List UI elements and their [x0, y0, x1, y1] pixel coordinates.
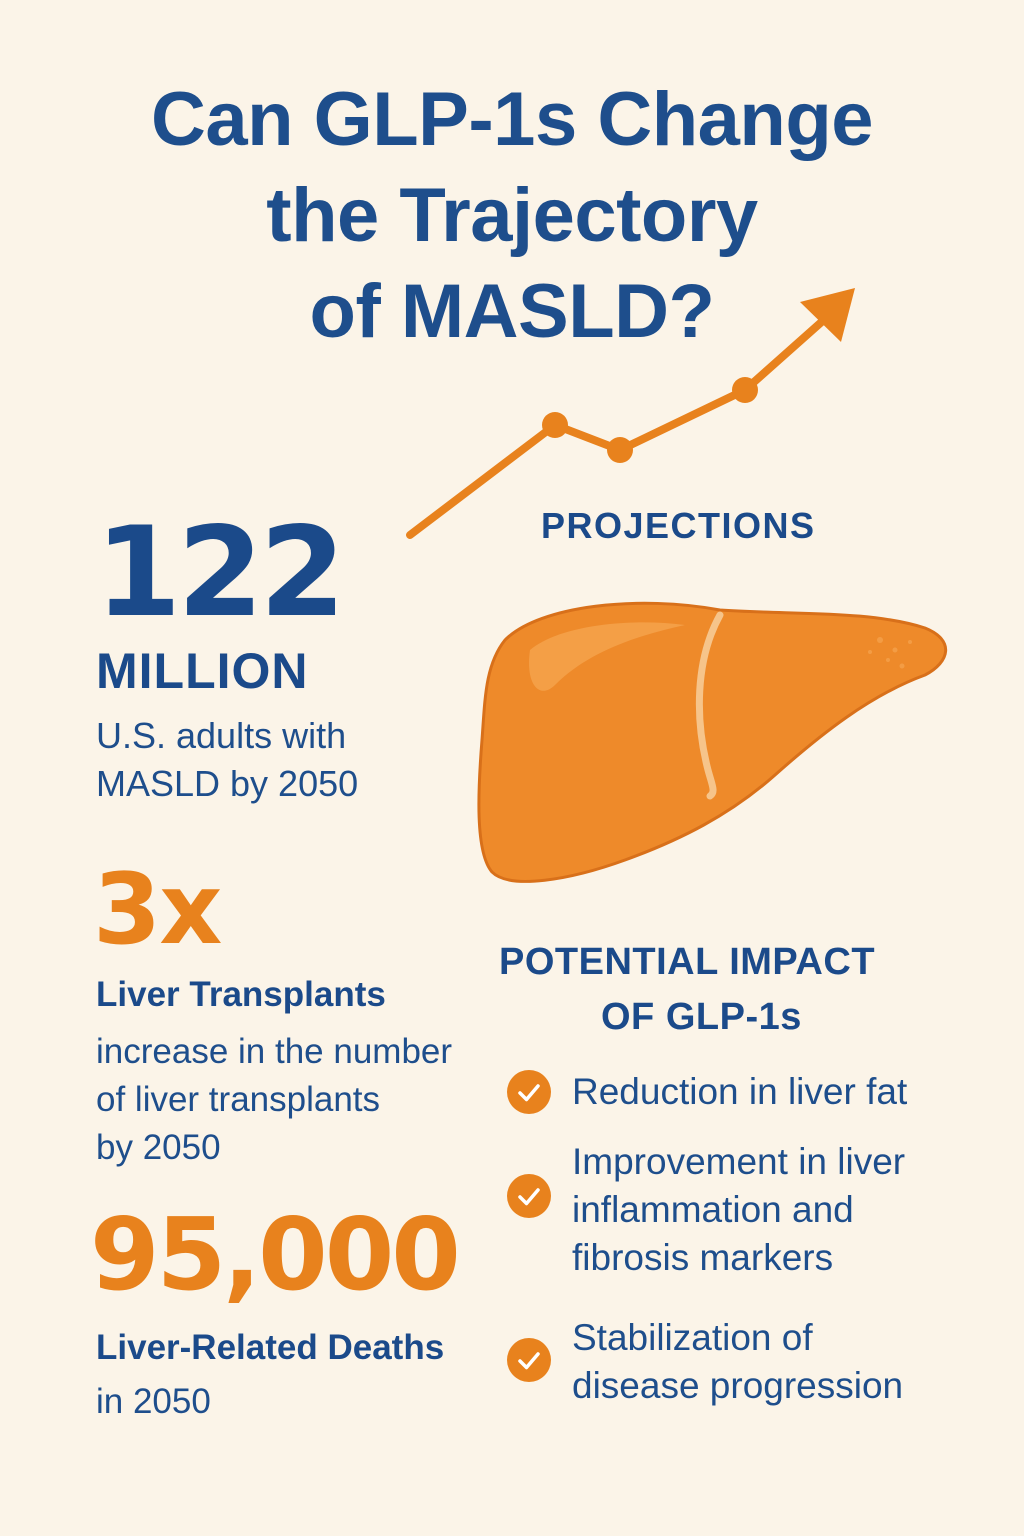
transplants-stat-desc-1: increase in the number [96, 1032, 453, 1071]
benefit-2-line-1: Improvement in liver [572, 1141, 906, 1182]
deaths-stat-value: 95,000 [90, 1196, 461, 1313]
check-icon [507, 1338, 551, 1382]
benefit-2-line-3: fibrosis markers [572, 1237, 834, 1278]
adults-stat-desc-2: MASLD by 2050 [96, 763, 359, 804]
title-line-3: of MASLD? [309, 269, 715, 354]
benefit-item-1: Reduction in liver fat [572, 1068, 907, 1116]
liver-icon [477, 601, 948, 883]
impact-heading-line-1: POTENTIAL IMPACT [499, 941, 876, 983]
title-line-1: Can GLP-1s Change [150, 77, 874, 162]
deaths-stat-label: Liver-Related Deaths [96, 1328, 445, 1367]
check-icon [507, 1174, 551, 1218]
check-icon [507, 1070, 551, 1114]
page-title: Can GLP-1s Change the Trajectory of MASL… [0, 72, 1024, 360]
impact-heading-line-2: OF GLP-1s [601, 996, 802, 1038]
benefit-1-line-1: Reduction in liver fat [572, 1071, 908, 1112]
adults-stat-unit: MILLION [96, 643, 309, 699]
transplants-stat-desc-2: of liver transplants [96, 1080, 381, 1119]
benefit-2-line-2: inflammation and [572, 1189, 854, 1230]
projections-label: PROJECTIONS [541, 505, 816, 546]
benefit-item-2: Improvement in liver inflammation and fi… [572, 1138, 905, 1282]
transplants-stat-value: 3x [93, 853, 222, 967]
transplants-stat-desc-3: by 2050 [96, 1128, 221, 1167]
deaths-stat-desc: in 2050 [96, 1382, 211, 1421]
adults-stat-value: 122 [95, 501, 346, 645]
title-line-2: the Trajectory [266, 173, 758, 258]
benefit-3-line-1: Stabilization of [572, 1317, 813, 1358]
transplants-stat-label: Liver Transplants [96, 975, 386, 1014]
adults-stat-desc-1: U.S. adults with [96, 715, 347, 756]
trend-up-arrow-icon [406, 288, 855, 539]
benefit-item-3: Stabilization of disease progression [572, 1314, 903, 1410]
benefit-3-line-2: disease progression [572, 1365, 904, 1406]
